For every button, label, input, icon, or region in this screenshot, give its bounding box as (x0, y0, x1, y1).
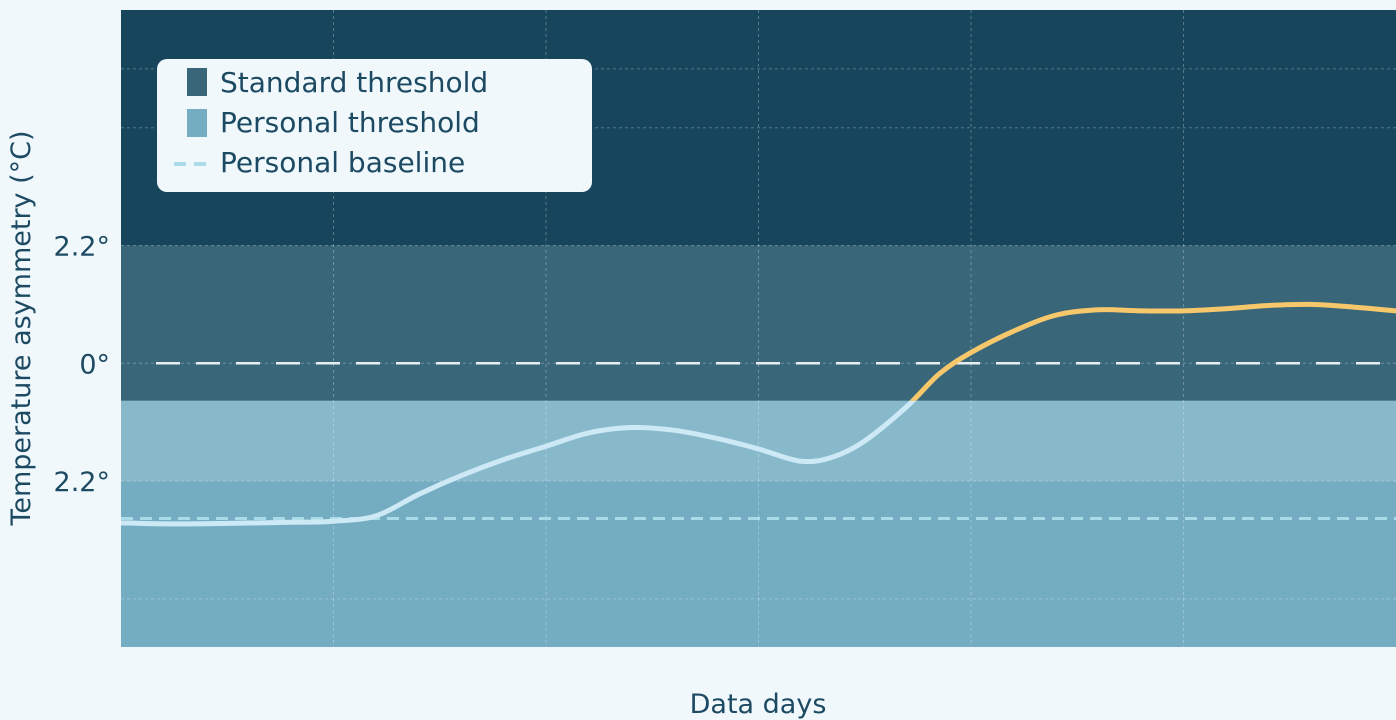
y-axis-label: Temperature asymmetry (°C) (6, 130, 37, 526)
legend-swatch-personal-threshold (187, 109, 207, 137)
legend-swatch-standard-threshold (187, 68, 207, 96)
y-tick-label-0: 2.2° (54, 232, 110, 263)
legend-box (157, 59, 592, 192)
y-tick-label-2: 2.2° (54, 467, 110, 498)
band-overlap (121, 400, 1396, 482)
y-tick-label-1: 0° (79, 349, 110, 380)
legend-label-standard-threshold: Standard threshold (220, 66, 488, 99)
series-line-outside (909, 301, 1396, 401)
series (121, 301, 1396, 527)
x-axis-label: Data days (690, 689, 827, 720)
legend-label-personal-threshold: Personal threshold (220, 106, 480, 139)
legend-label-personal-baseline: Personal baseline (220, 146, 465, 179)
reference-lines (121, 362, 1396, 521)
series-line-inside (121, 400, 917, 527)
y-tick-labels: 2.2° 0° 2.2° (54, 232, 110, 499)
legend: Standard threshold Personal threshold Pe… (157, 59, 592, 192)
